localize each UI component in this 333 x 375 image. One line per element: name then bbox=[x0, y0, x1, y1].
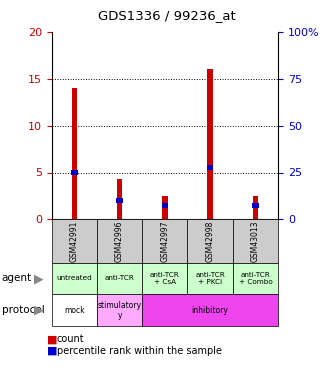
Bar bbox=[187, 262, 233, 294]
Bar bbox=[52, 262, 97, 294]
Bar bbox=[142, 219, 187, 262]
Bar bbox=[116, 198, 123, 203]
Text: anti-TCR
+ PKCi: anti-TCR + PKCi bbox=[195, 272, 225, 285]
Bar bbox=[97, 219, 142, 262]
Text: untreated: untreated bbox=[56, 275, 92, 281]
Text: GDS1336 / 99236_at: GDS1336 / 99236_at bbox=[98, 9, 235, 22]
Bar bbox=[142, 294, 278, 326]
Text: anti-TCR
+ Combo: anti-TCR + Combo bbox=[238, 272, 272, 285]
Bar bbox=[252, 203, 259, 208]
Bar bbox=[253, 196, 258, 219]
Bar bbox=[233, 262, 278, 294]
Bar bbox=[72, 88, 77, 219]
Text: protocol: protocol bbox=[2, 305, 44, 315]
Text: GSM42997: GSM42997 bbox=[160, 220, 169, 262]
Text: GSM42998: GSM42998 bbox=[205, 220, 215, 262]
Bar bbox=[117, 179, 122, 219]
Text: stimulatory
y: stimulatory y bbox=[98, 301, 142, 320]
Bar bbox=[207, 165, 213, 170]
Text: GSM43013: GSM43013 bbox=[251, 220, 260, 262]
Bar bbox=[207, 69, 213, 219]
Bar bbox=[52, 219, 97, 262]
Bar bbox=[97, 262, 142, 294]
Bar bbox=[233, 219, 278, 262]
Text: percentile rank within the sample: percentile rank within the sample bbox=[57, 346, 221, 355]
Bar bbox=[97, 294, 142, 326]
Bar bbox=[71, 170, 78, 175]
Text: anti-TCR: anti-TCR bbox=[105, 275, 135, 281]
Text: ▶: ▶ bbox=[34, 304, 43, 317]
Bar bbox=[162, 203, 168, 208]
Text: GSM42991: GSM42991 bbox=[70, 220, 79, 262]
Text: GSM42996: GSM42996 bbox=[115, 220, 124, 262]
Text: agent: agent bbox=[2, 273, 32, 284]
Text: anti-TCR
+ CsA: anti-TCR + CsA bbox=[150, 272, 180, 285]
Text: ■: ■ bbox=[47, 334, 57, 344]
Text: ▶: ▶ bbox=[34, 272, 43, 285]
Text: mock: mock bbox=[64, 306, 85, 315]
Text: inhibitory: inhibitory bbox=[192, 306, 228, 315]
Text: ■: ■ bbox=[47, 346, 57, 355]
Bar bbox=[162, 196, 167, 219]
Bar bbox=[142, 262, 187, 294]
Text: count: count bbox=[57, 334, 84, 344]
Bar bbox=[187, 219, 233, 262]
Bar bbox=[52, 294, 97, 326]
